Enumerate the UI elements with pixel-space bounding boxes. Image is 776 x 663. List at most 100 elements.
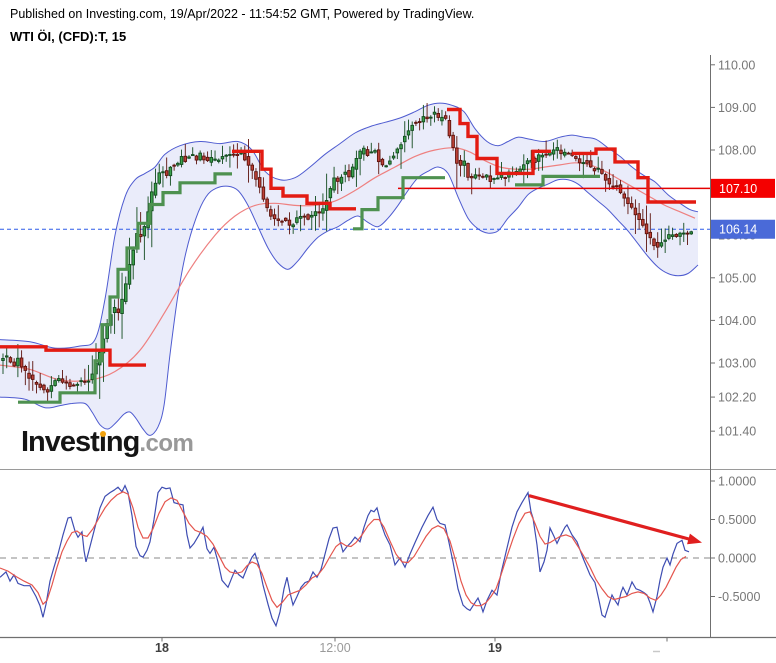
candle — [484, 174, 489, 178]
candle — [138, 233, 143, 238]
candle — [250, 164, 254, 171]
candle — [577, 158, 582, 164]
candle — [447, 120, 452, 137]
candle — [120, 298, 124, 314]
last-price-label-box — [711, 219, 775, 239]
candle — [246, 156, 251, 166]
logo-orange-dot — [100, 430, 107, 437]
candle — [689, 231, 693, 235]
candle — [68, 382, 72, 387]
candles — [1, 103, 693, 403]
candle — [157, 172, 161, 184]
oscillator-signal-line — [0, 491, 687, 609]
candle — [432, 111, 437, 115]
candle — [350, 166, 355, 178]
candle — [659, 242, 664, 247]
price-tick-label: 101.40 — [718, 425, 756, 439]
candle — [265, 198, 269, 209]
candle — [224, 154, 228, 157]
oscillator-tick-label: -0.5000 — [718, 590, 760, 604]
candle — [615, 185, 619, 188]
candle — [310, 214, 314, 218]
candle — [574, 156, 578, 159]
time-tick-label: 12:00 — [319, 641, 350, 655]
candle — [458, 159, 463, 166]
candle — [559, 149, 563, 155]
price-tick-label: 109.00 — [718, 101, 756, 115]
trend-arrow-annotation[interactable] — [528, 494, 702, 545]
oscillator-tick-label: 0.5000 — [718, 513, 756, 527]
sma-line — [0, 147, 696, 382]
candle — [276, 218, 281, 221]
candle — [53, 380, 57, 386]
candle — [168, 166, 173, 177]
candle — [313, 211, 318, 217]
candle — [235, 153, 240, 157]
oscillator-pane[interactable] — [0, 484, 710, 628]
candle — [652, 238, 656, 247]
candle — [566, 152, 571, 155]
candle — [644, 223, 649, 235]
candle — [217, 159, 221, 162]
candle — [42, 384, 46, 391]
candle — [243, 153, 247, 161]
candle — [466, 163, 470, 178]
candle — [179, 156, 184, 165]
candle — [629, 203, 634, 208]
oscillator-fast-line — [0, 484, 690, 628]
candle — [272, 214, 277, 220]
candle — [317, 211, 321, 214]
candle — [176, 162, 180, 166]
candle — [525, 160, 530, 165]
candle — [622, 193, 626, 199]
candle — [626, 197, 630, 205]
candle — [603, 174, 608, 181]
time-tick-label: 19 — [488, 641, 502, 655]
candle — [596, 167, 600, 170]
candle — [633, 207, 638, 216]
candle — [324, 200, 329, 211]
candle — [544, 153, 548, 156]
candle — [213, 158, 217, 161]
arrow-shaft — [528, 494, 696, 543]
candle — [336, 177, 340, 182]
candle — [31, 374, 35, 380]
candle — [291, 224, 295, 228]
candle — [373, 150, 377, 153]
candle — [648, 231, 653, 239]
candle — [481, 175, 485, 178]
candle — [1, 357, 5, 361]
candle — [269, 209, 273, 217]
candle — [384, 165, 388, 168]
candle — [369, 151, 374, 154]
candle — [202, 155, 206, 161]
candle — [280, 220, 284, 223]
time-axis[interactable]: 18 12:00 19 — [0, 636, 776, 655]
price-tick-label: 102.20 — [718, 391, 756, 405]
candle — [27, 372, 31, 379]
candle — [522, 164, 526, 171]
candle — [45, 389, 50, 393]
investing-watermark: Investı ng.com — [21, 426, 194, 459]
price-axis[interactable]: 110.00 109.00 108.00 105.00 104.00 103.00 102.… — [0, 55, 776, 637]
candle — [663, 239, 667, 242]
candle — [298, 215, 303, 219]
candle — [183, 155, 188, 162]
candle — [194, 155, 199, 161]
candle — [190, 154, 195, 157]
candle — [388, 160, 392, 165]
candle — [8, 357, 13, 363]
candle — [209, 157, 214, 163]
candle — [410, 124, 414, 131]
candle — [328, 188, 333, 199]
candle — [600, 168, 604, 174]
candle — [64, 381, 68, 384]
candle — [607, 178, 612, 185]
candle — [540, 154, 545, 158]
candle — [71, 384, 76, 387]
candle — [49, 385, 54, 392]
candle — [421, 116, 426, 123]
candle — [57, 378, 61, 382]
candle — [150, 191, 154, 212]
